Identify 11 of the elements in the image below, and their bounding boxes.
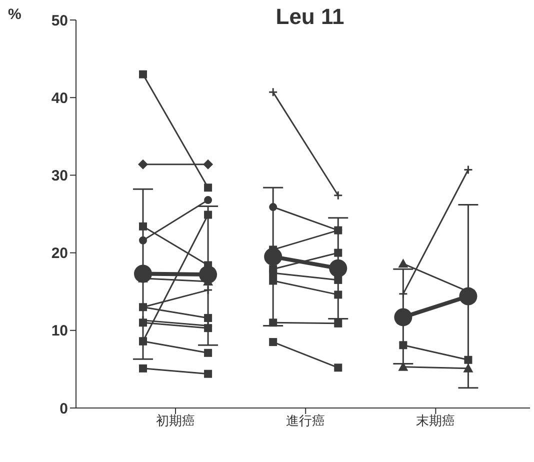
chart-title: Leu 11: [274, 4, 346, 30]
x-tick-label: 末期癌: [416, 413, 456, 428]
y-tick-label: 0: [60, 400, 68, 418]
y-tick-label: 50: [51, 12, 68, 30]
y-axis-title: %: [8, 6, 22, 23]
y-tick-label: 30: [51, 168, 68, 185]
y-tick-label: 10: [51, 322, 68, 340]
y-tick-label: 40: [51, 90, 68, 107]
y-tick-label: 20: [51, 245, 68, 262]
x-tick-label: 初期癌: [156, 413, 196, 428]
x-tick-label: 進行癌: [286, 413, 326, 428]
